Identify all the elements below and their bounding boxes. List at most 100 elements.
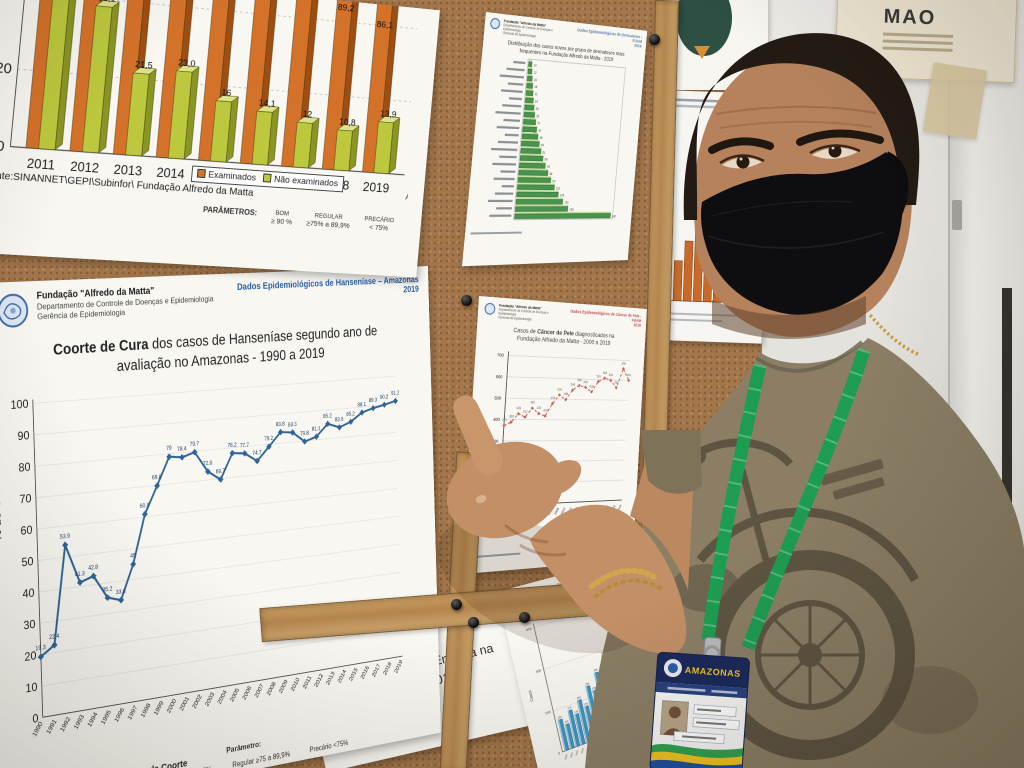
svg-text:10: 10 [25, 681, 37, 695]
svg-text:2008: 2008 [266, 681, 277, 697]
svg-text:2009: 2009 [278, 679, 289, 695]
svg-text:520: 520 [557, 387, 562, 391]
svg-text:200: 200 [490, 460, 498, 465]
svg-text:78: 78 [547, 165, 551, 169]
svg-text:2006: 2006 [242, 685, 253, 701]
svg-text:99: 99 [552, 179, 556, 183]
svg-text:69.7: 69.7 [216, 469, 225, 476]
legend-swatch-examinados [196, 168, 206, 179]
svg-text:160: 160 [569, 208, 574, 212]
svg-text:22.4: 22.4 [49, 633, 60, 641]
svg-text:1995: 1995 [100, 709, 113, 726]
legend-swatch-nao-examinados [262, 173, 272, 183]
svg-text:54: 54 [541, 143, 545, 147]
svg-text:19.3: 19.3 [35, 645, 45, 653]
svg-text:400: 400 [535, 669, 541, 675]
svg-text:74.7: 74.7 [252, 450, 261, 457]
svg-text:41.3: 41.3 [75, 571, 85, 578]
svg-text:2002: 2002 [575, 749, 579, 756]
svg-text:600: 600 [627, 373, 631, 377]
svg-text:60.9: 60.9 [140, 503, 150, 510]
svg-text:21,5: 21,5 [135, 59, 153, 71]
legend-nao-examinados: Não examinados [273, 174, 339, 190]
svg-text:23,0: 23,0 [178, 57, 196, 69]
svg-text:2013: 2013 [325, 670, 336, 686]
fonte-illegible [470, 231, 522, 235]
svg-text:2010: 2010 [560, 507, 566, 515]
svg-text:14,1: 14,1 [258, 98, 276, 110]
svg-text:455: 455 [530, 400, 535, 404]
poster-dermatoses: Fundação "Alfredo da Matta" Departamento… [461, 12, 648, 267]
svg-text:88.1: 88.1 [357, 402, 366, 408]
svg-text:Casos: Casos [480, 422, 487, 437]
svg-text:2012: 2012 [573, 506, 579, 514]
svg-text:0: 0 [492, 503, 495, 508]
svg-text:24: 24 [535, 100, 539, 104]
svg-text:500: 500 [494, 395, 502, 400]
svg-text:545: 545 [571, 382, 576, 386]
svg-text:83.8: 83.8 [276, 421, 285, 427]
cancer-line-chart: 0 100 200 300 400 500 600 700 372 388 428 412 455 430… [469, 342, 639, 554]
svg-text:300: 300 [612, 214, 617, 218]
svg-text:2012: 2012 [628, 730, 632, 736]
svg-text:300: 300 [492, 438, 500, 443]
svg-text:1997: 1997 [127, 704, 139, 721]
svg-text:498: 498 [564, 392, 569, 396]
push-pin [519, 612, 530, 623]
fuam-logo-icon [0, 291, 31, 330]
svg-text:2001: 2001 [500, 509, 507, 518]
svg-text:60: 60 [20, 524, 32, 538]
svg-text:2005: 2005 [591, 743, 595, 750]
svg-text:0: 0 [32, 713, 38, 726]
svg-text:2004: 2004 [586, 745, 590, 752]
svg-text:608: 608 [603, 371, 608, 375]
title-bold: Coorte de Cura [52, 336, 149, 359]
svg-text:10,8: 10,8 [339, 117, 356, 129]
svg-text:70: 70 [19, 493, 31, 507]
svg-text:2015: 2015 [349, 667, 360, 683]
svg-text:53.9: 53.9 [60, 533, 70, 540]
legend-examinados: Examinados [207, 169, 257, 184]
svg-text:200: 200 [545, 710, 551, 716]
svg-text:2002: 2002 [507, 509, 514, 518]
svg-text:0: 0 [0, 139, 5, 156]
svg-text:30: 30 [23, 619, 35, 633]
svg-text:2018: 2018 [383, 661, 393, 676]
svg-text:35.2: 35.2 [102, 586, 112, 593]
poster-green-circle [664, 0, 768, 90]
svg-text:72.8: 72.8 [203, 461, 212, 468]
svg-text:12: 12 [302, 109, 312, 120]
svg-text:2013: 2013 [113, 162, 143, 179]
door-gap [1002, 288, 1012, 768]
svg-text:2005: 2005 [527, 508, 534, 517]
svg-text:2019: 2019 [362, 179, 390, 195]
svg-text:2007: 2007 [254, 683, 265, 699]
svg-text:91.2: 91.2 [391, 391, 399, 397]
svg-text:1993: 1993 [73, 713, 86, 730]
svg-text:37: 37 [537, 121, 541, 125]
push-pin [649, 34, 660, 45]
svg-text:2009: 2009 [612, 736, 616, 742]
svg-text:100: 100 [10, 398, 28, 412]
svg-text:126: 126 [560, 194, 565, 198]
svg-text:79.7: 79.7 [190, 441, 200, 448]
svg-text:0: 0 [558, 751, 561, 755]
svg-text:562: 562 [614, 380, 619, 384]
door-hinge [952, 200, 962, 230]
svg-text:2017: 2017 [604, 504, 610, 512]
svg-text:568: 568 [577, 378, 582, 382]
svg-text:2019: 2019 [394, 659, 404, 674]
svg-text:69: 69 [544, 158, 548, 162]
svg-text:12: 12 [533, 71, 537, 75]
svg-text:28: 28 [535, 107, 539, 111]
svg-text:79.2: 79.2 [264, 436, 273, 443]
poster-cancer-de-pele: Fundação "Alfredo da Matta" Departamento… [461, 296, 648, 575]
svg-text:2000: 2000 [565, 754, 569, 761]
svg-text:78.4: 78.4 [177, 446, 187, 453]
svg-text:2011: 2011 [567, 506, 573, 514]
svg-text:2001: 2001 [570, 751, 574, 758]
svg-text:2011: 2011 [26, 156, 55, 173]
svg-text:61: 61 [542, 150, 546, 154]
svg-text:85.2: 85.2 [346, 411, 355, 417]
svg-text:658: 658 [622, 361, 627, 365]
